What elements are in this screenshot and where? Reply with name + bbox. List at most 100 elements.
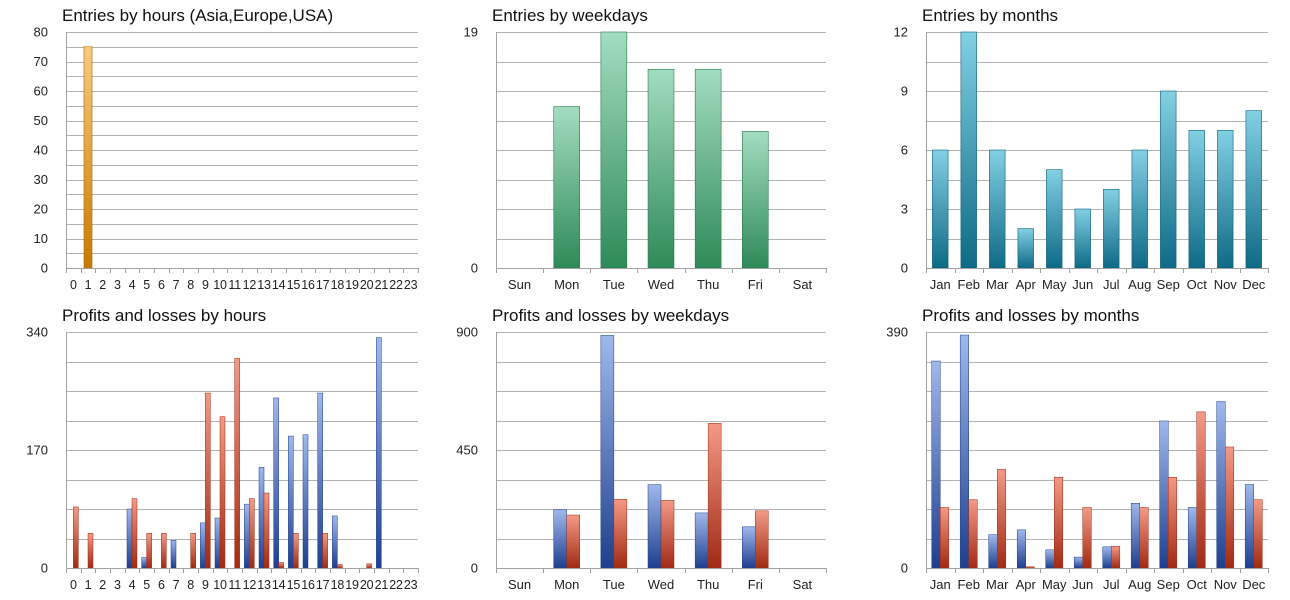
bar-aug (1131, 149, 1148, 269)
x-tick-label: 9 (202, 278, 209, 292)
x-tick-label: 7 (173, 578, 180, 592)
profit-bar-17 (317, 392, 323, 569)
loss-bar-mon (566, 514, 580, 569)
profit-bar-aug (1130, 503, 1140, 569)
x-tick-label: 4 (129, 278, 136, 292)
loss-bar-1 (87, 533, 94, 569)
x-tick-label: 12 (243, 578, 257, 592)
x-tick-label: Thu (697, 277, 719, 292)
x-tick-label: 13 (257, 278, 271, 292)
profit-bar-9 (200, 522, 206, 569)
x-tick-label: 6 (158, 278, 165, 292)
loss-bar-0 (73, 506, 79, 569)
profit-bar-dec (1244, 484, 1255, 569)
x-tick-label: 3 (114, 278, 121, 292)
x-tick-label: Sat (793, 577, 813, 592)
x-tick-label: Nov (1214, 277, 1238, 292)
profit-bar-tue (600, 335, 615, 569)
x-tick-label: Jan (930, 577, 951, 592)
y-tick-label: 0 (41, 561, 48, 576)
x-tick-label: Sep (1157, 577, 1180, 592)
x-tick-label: 1 (85, 278, 92, 292)
x-tick-label: 11 (228, 578, 241, 592)
x-tick-label: 10 (213, 278, 227, 292)
bar-mar (989, 149, 1006, 269)
chart-title: Entries by hours (Asia,Europe,USA) (62, 6, 334, 25)
profit-bar-14 (273, 397, 279, 569)
x-tick-label: Feb (958, 277, 980, 292)
chart-title: Profits and losses by weekdays (492, 306, 730, 325)
loss-bar-dec (1253, 499, 1263, 569)
bar-jul (1103, 189, 1120, 269)
loss-bar-aug (1139, 507, 1149, 569)
x-tick-label: 14 (272, 578, 286, 592)
x-tick-label: 17 (316, 278, 330, 292)
x-tick-label: Jun (1072, 577, 1093, 592)
x-tick-label: Apr (1016, 577, 1037, 592)
x-tick-label: Jul (1103, 277, 1120, 292)
x-tick-label: 13 (257, 578, 271, 592)
loss-bar-8 (190, 533, 196, 569)
bar-tue (600, 31, 628, 269)
x-tick-label: 11 (228, 278, 241, 292)
y-tick-label: 40 (34, 143, 48, 158)
loss-bar-17 (322, 533, 328, 569)
profit-bar-4 (126, 508, 133, 569)
y-tick-label: 10 (34, 231, 48, 246)
x-tick-label: 5 (143, 578, 150, 592)
x-tick-label: 10 (213, 578, 227, 592)
x-tick-label: May (1042, 577, 1067, 592)
loss-bar-20 (366, 563, 372, 569)
x-tick-label: 20 (360, 578, 374, 592)
x-tick-label: Sat (793, 277, 813, 292)
x-tick-label: Nov (1214, 577, 1238, 592)
bar-1 (83, 46, 93, 269)
x-tick-label: 2 (99, 578, 106, 592)
x-tick-label: Fri (748, 577, 763, 592)
x-tick-label: 21 (375, 578, 389, 592)
x-tick-label: 15 (287, 578, 301, 592)
x-tick-label: Thu (697, 577, 719, 592)
y-tick-label: 900 (456, 325, 478, 340)
x-tick-label: Mon (554, 277, 579, 292)
loss-bar-5 (146, 533, 152, 569)
bar-apr (1017, 228, 1034, 269)
x-tick-label: 1 (85, 578, 92, 592)
loss-bar-wed (660, 500, 675, 569)
x-tick-label: 16 (301, 278, 315, 292)
x-tick-label: Dec (1242, 277, 1266, 292)
loss-bar-feb (968, 499, 978, 569)
x-tick-label: Jun (1072, 277, 1093, 292)
x-tick-label: 6 (158, 578, 165, 592)
y-tick-label: 6 (901, 143, 908, 158)
y-tick-label: 390 (886, 325, 908, 340)
y-tick-label: 0 (901, 561, 908, 576)
loss-bar-nov (1225, 446, 1235, 569)
y-tick-label: 60 (34, 84, 48, 99)
chart-svg: 0 390 Jan Feb Mar Apr May Jun Jul Aug Sep Oct Nov Dec (886, 325, 1269, 592)
x-tick-label: Mar (986, 277, 1009, 292)
chart-panel-entries-hours: Entries by hours (Asia,Europe,USA) 0 10 20… (34, 6, 424, 296)
chart-panel-entries-weekdays: Entries by weekdays 0 19 Sun Mon Tue Wed Thu Fr… (464, 6, 832, 296)
x-tick-label: 0 (70, 278, 77, 292)
chart-panel-entries-months: Entries by months 0 3 6 9 12 Jan Feb Mar Apr May J… (894, 6, 1274, 296)
x-tick-label: Jul (1103, 577, 1120, 592)
y-tick-label: 20 (34, 202, 48, 217)
y-tick-label: 50 (34, 113, 48, 128)
x-tick-label: Mon (554, 577, 579, 592)
profit-bar-thu (694, 512, 709, 569)
chart-svg: 0 3 6 9 12 Jan Feb Mar Apr May Jun Jul Aug Sep Oct Nov D… (894, 25, 1269, 292)
y-tick-label: 0 (41, 261, 48, 276)
bar-may (1046, 169, 1063, 269)
x-tick-label: 23 (404, 278, 418, 292)
profit-bar-apr (1016, 529, 1026, 569)
loss-bar-18 (337, 564, 343, 569)
y-tick-label: 19 (464, 25, 478, 40)
loss-bar-mar (997, 469, 1007, 569)
profit-bar-jul (1102, 546, 1112, 569)
chart-title: Profits and losses by months (922, 306, 1140, 325)
x-tick-label: 8 (187, 278, 194, 292)
loss-bar-9 (205, 392, 211, 569)
